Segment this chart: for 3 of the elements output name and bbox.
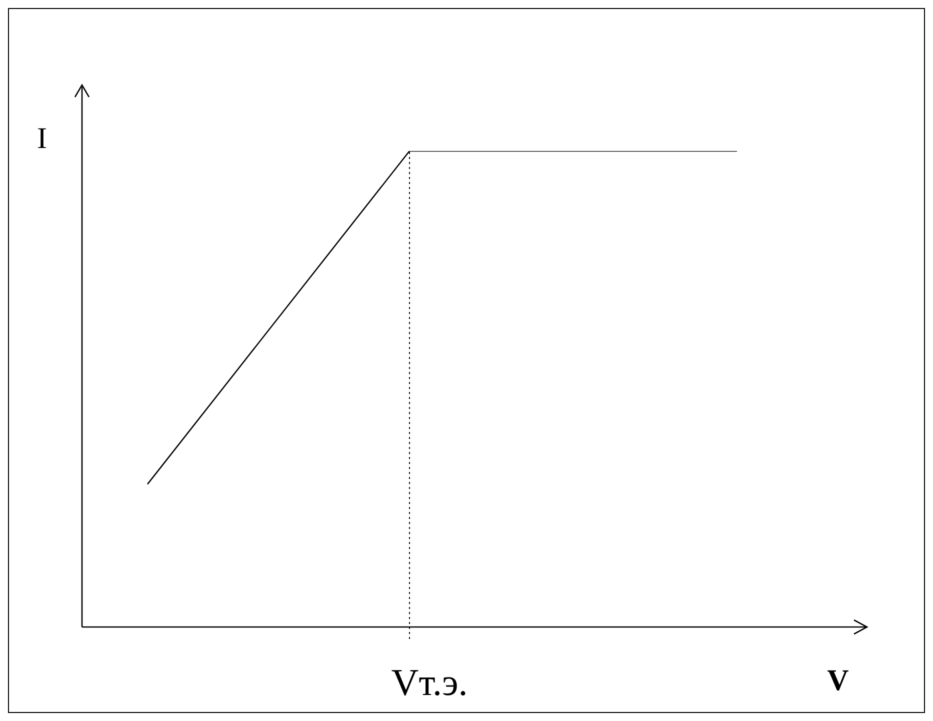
text: Vт.э.	[391, 662, 468, 704]
y-axis-title: I	[37, 122, 47, 155]
x-axis-title: V	[827, 664, 850, 697]
